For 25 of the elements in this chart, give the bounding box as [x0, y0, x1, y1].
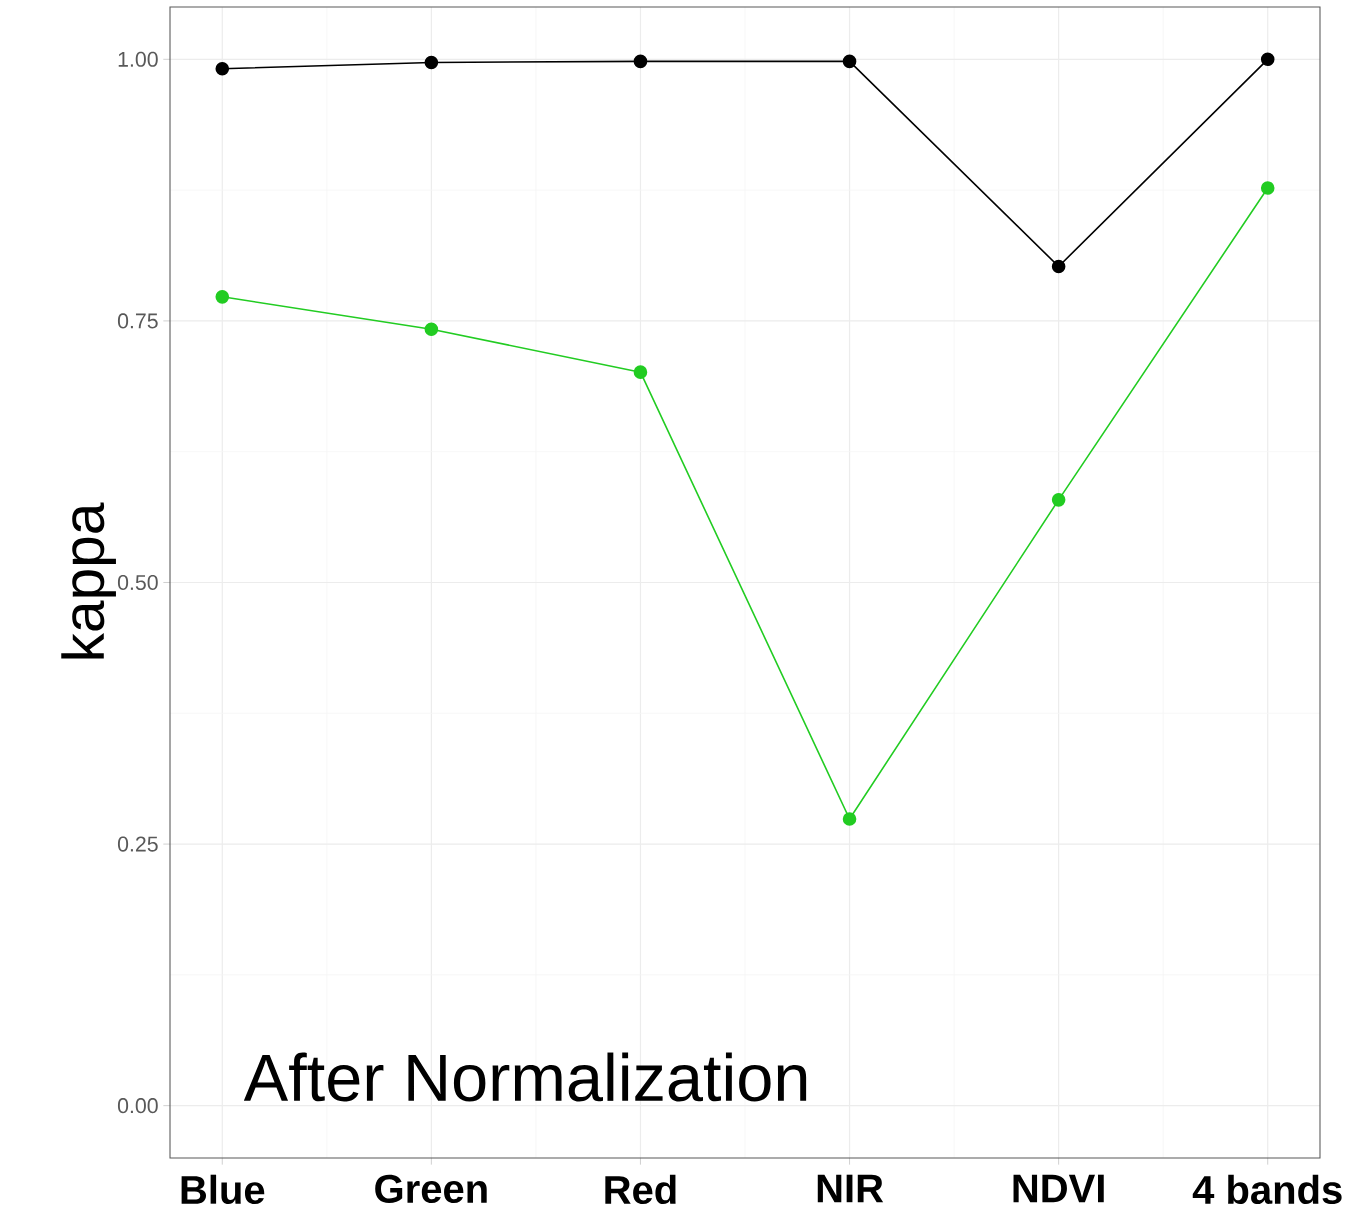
y-tick-label: 0.50 [117, 574, 158, 591]
point [424, 55, 439, 70]
point [1051, 259, 1066, 274]
y-tick-label: 0.25 [117, 836, 158, 852]
point [842, 54, 857, 69]
x-tick-label: Blue [181, 1174, 265, 1205]
y-axis-title: kappa [61, 502, 116, 659]
x-tick-label: Red [605, 1174, 676, 1205]
y-tick-label: 0.00 [117, 1098, 158, 1114]
x-tick-label: NIR [817, 1174, 884, 1203]
point [424, 322, 439, 337]
x-tick-label: NDVI [1013, 1174, 1104, 1203]
x-tick-label: Green [375, 1174, 487, 1204]
y-tick-label: 0.75 [117, 313, 158, 329]
point [215, 61, 230, 76]
point [842, 812, 857, 826]
y-tick-label: 1.00 [118, 51, 158, 67]
point [215, 290, 230, 304]
point [1260, 52, 1275, 67]
point [1260, 181, 1275, 195]
x-tick-label: 4 bands [1192, 1174, 1342, 1205]
point [1051, 493, 1066, 507]
point [633, 54, 648, 69]
annotation: After Normalization [243, 1052, 807, 1102]
point [633, 365, 648, 379]
